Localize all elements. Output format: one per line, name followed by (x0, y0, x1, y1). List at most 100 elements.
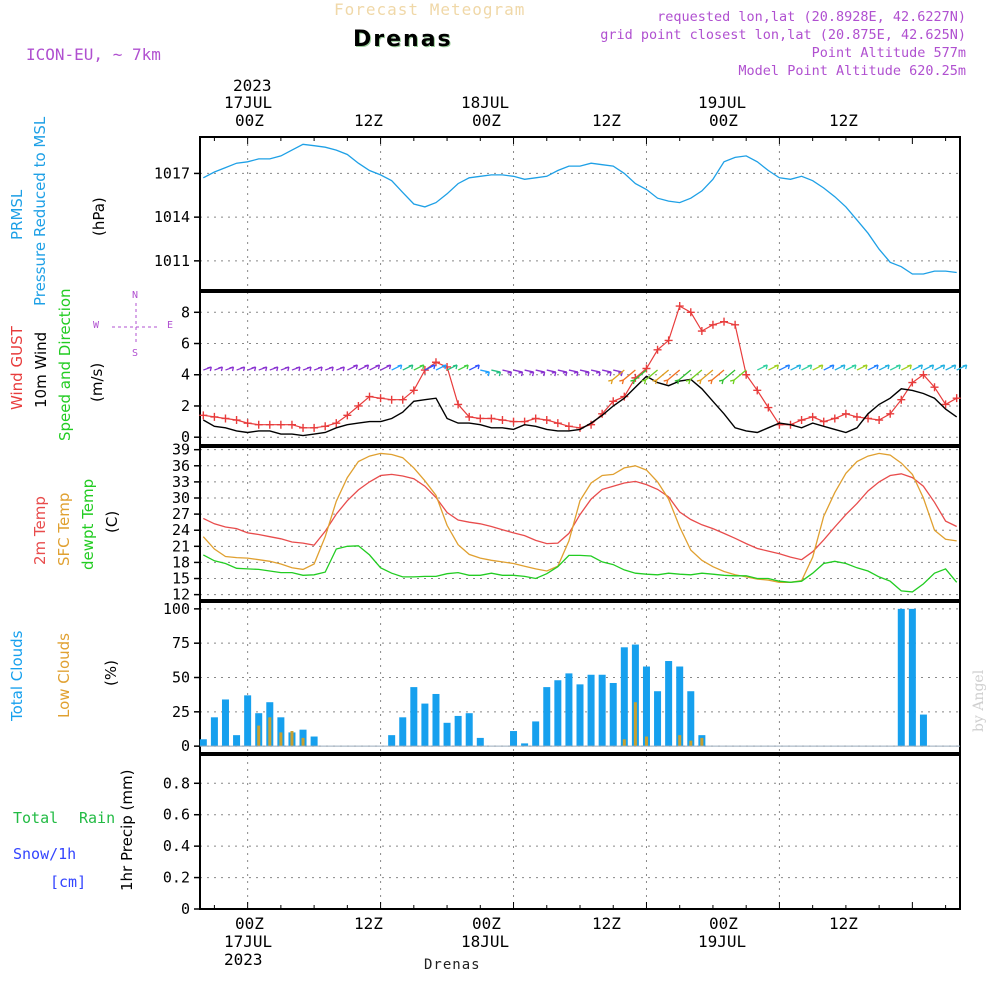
total-cloud-bar (620, 647, 628, 747)
bottom-date-18jul: 18JUL (461, 932, 510, 951)
wind-arrowhead (840, 364, 846, 370)
gust-marker (199, 411, 208, 420)
gust-marker (897, 395, 906, 404)
y-tick-label: 27 (172, 505, 190, 523)
wind-arrowhead (862, 364, 868, 370)
y-tick-label: 0.2 (163, 869, 190, 887)
wind-arrowhead (674, 379, 680, 385)
total-cloud-bar (476, 737, 484, 747)
wind-arrowhead (730, 379, 735, 385)
y-tick-label: 25 (172, 703, 190, 721)
wind-arrowhead (962, 364, 968, 370)
wind-arrowhead (685, 379, 691, 385)
wind-arrowhead (907, 364, 912, 370)
total-cloud-bar (642, 666, 650, 747)
gust-marker (321, 422, 330, 431)
wind-direction-arrow (480, 369, 490, 373)
wind-arrowhead (918, 364, 923, 370)
y-tick-label: 36 (172, 457, 190, 475)
total-cloud-bar (432, 693, 440, 747)
wind-arrowhead (796, 364, 802, 370)
wind-arrowhead (829, 364, 835, 370)
total-cloud-bar (665, 661, 673, 747)
wind-arrowhead (518, 371, 524, 377)
chart-title: Forecast Meteogram (334, 0, 526, 19)
requested-coords: requested lon,lat (20.8928E, 42.6227N) (657, 9, 966, 25)
pressure-unit: (hPa) (90, 197, 108, 236)
total-cloud-bar (908, 608, 916, 747)
credit-watermark: by Angel (971, 669, 987, 732)
wind-arrowhead (619, 379, 625, 385)
y-tick-label: 4 (181, 366, 190, 384)
y-tick-label: 30 (172, 489, 190, 507)
total-cloud-bar (233, 735, 241, 747)
wind-arrowhead (896, 364, 901, 370)
clouds-unit: (%) (102, 660, 120, 686)
gust-marker (365, 392, 374, 401)
wind-arrowhead (430, 364, 436, 370)
wind-arrowhead (452, 364, 458, 370)
wind-arrowhead (663, 379, 669, 385)
low-cloud-bar (689, 740, 693, 747)
panel-frame (199, 136, 961, 291)
y-tick-label: 21 (172, 537, 190, 555)
total-cloud-bar (543, 687, 551, 747)
bottom-year-label: 2023 (224, 950, 263, 969)
bottom-date-19jul: 19JUL (698, 932, 747, 951)
wind-direction-arrow (611, 369, 625, 381)
bottom-hour-00z-1: 00Z (235, 914, 264, 933)
top-hour-12z-1: 12Z (354, 111, 383, 130)
wind-arrowhead (818, 364, 824, 370)
total-cloud-bar (532, 721, 540, 747)
bottom-date-17jul: 17JUL (224, 932, 273, 951)
low-cloud-bar (257, 725, 261, 747)
wind-direction-arrow (613, 369, 623, 373)
gust-marker (742, 370, 751, 379)
wind-arrowhead (573, 371, 579, 377)
top-hour-00z-1: 00Z (235, 111, 264, 130)
wind-arrowhead (718, 379, 724, 385)
temp-dewpt-label: dewpt Temp (79, 478, 97, 570)
gust-marker (886, 409, 895, 418)
y-tick-label: 0 (181, 428, 190, 446)
y-tick-label: 1011 (154, 252, 190, 270)
wind-arrowhead (884, 364, 890, 370)
wind-direction-arrow (634, 369, 647, 381)
y-tick-label: 100 (163, 600, 190, 618)
gust-marker (465, 412, 474, 421)
gust-marker (509, 417, 518, 426)
gust-marker (952, 394, 961, 403)
wind-direction-arrow (722, 369, 736, 381)
wind-arrowhead (364, 364, 370, 370)
precip-snow-label: Snow/1h (13, 845, 77, 863)
wind-arrowhead (929, 364, 935, 370)
wind-direction-arrow (667, 369, 681, 381)
gust-marker (731, 320, 740, 329)
wind-direction-arrow (678, 369, 692, 381)
wind-direction-label: Speed and Direction (56, 288, 74, 441)
wind-arrowhead (375, 364, 381, 370)
gust-marker (476, 414, 485, 423)
wind-arrowhead (951, 364, 957, 370)
wind-arrowhead (562, 371, 568, 377)
y-tick-label: 15 (172, 570, 190, 588)
bottom-hour-12z-3: 12Z (829, 914, 858, 933)
wind-arrowhead (608, 379, 613, 385)
total-cloud-bar (199, 739, 207, 747)
gust-marker (609, 397, 618, 406)
low-cloud-bar (700, 737, 704, 747)
wind-arrowhead (229, 366, 235, 372)
gust-marker (454, 400, 463, 409)
total-cloud-bar (244, 695, 252, 747)
top-date-19jul: 19JUL (698, 93, 747, 112)
wind-direction-arrow (645, 369, 658, 381)
gust-marker (553, 419, 562, 428)
gust-marker (398, 395, 407, 404)
gust-marker (753, 386, 762, 395)
gust-marker (841, 409, 850, 418)
wind-direction-arrow (524, 369, 534, 373)
gust-marker (243, 419, 252, 428)
compass-s: S (132, 348, 139, 359)
y-tick-label: 75 (172, 634, 190, 652)
